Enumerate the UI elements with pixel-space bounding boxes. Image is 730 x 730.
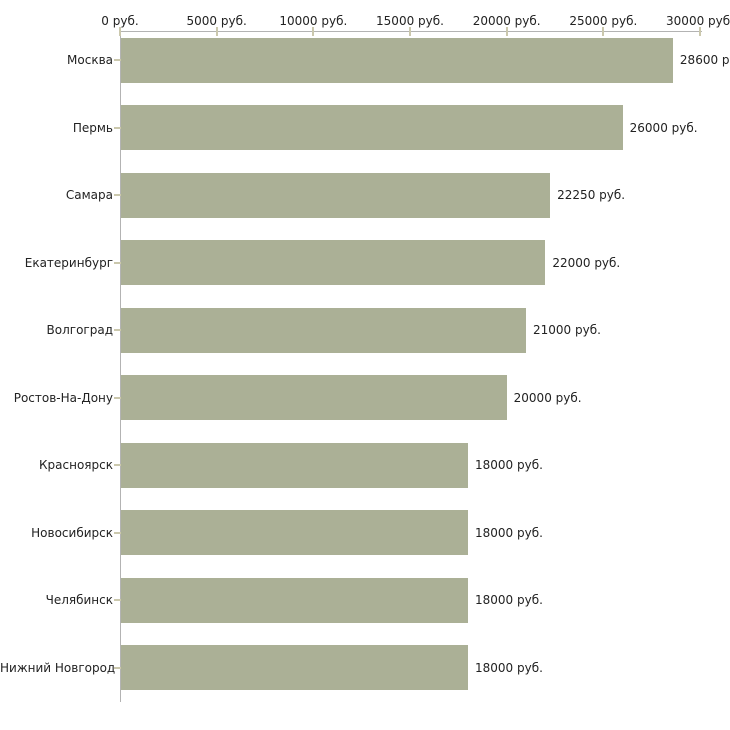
bar: [121, 645, 468, 690]
bar: [121, 577, 468, 623]
bar: [121, 105, 623, 150]
bar-value-label: 20000 руб.: [513, 390, 582, 405]
category-label: Новосибирск: [31, 525, 113, 540]
y-axis-tick-mark: [114, 194, 121, 196]
bar-value-label: 18000 руб.: [475, 525, 543, 540]
y-axis-tick-mark: [114, 599, 121, 601]
x-axis-tick-mark: [505, 27, 508, 36]
x-axis-tick-mark: [119, 27, 121, 36]
bar-value-label: 26000 руб.: [629, 120, 698, 135]
category-label: Волгоград: [46, 323, 113, 337]
category-label: Челябинск: [45, 593, 113, 607]
x-axis-tick-label: 20000 руб.: [472, 14, 541, 28]
bar-value-label: 28600 руб.: [679, 53, 730, 67]
bar-value-label: 22250 руб.: [557, 188, 626, 202]
y-axis-line: [120, 31, 121, 702]
x-axis-tick-label: 5000 руб.: [186, 14, 247, 28]
category-label: Москва: [67, 53, 113, 67]
x-axis-tick-label: 25000 руб.: [569, 14, 638, 28]
y-axis-tick-mark: [114, 464, 121, 466]
x-axis-tick-mark: [215, 27, 218, 36]
y-axis-tick-mark: [114, 126, 121, 129]
bar: [121, 510, 468, 555]
y-axis-tick-mark: [114, 396, 121, 399]
category-label: Пермь: [72, 120, 113, 135]
y-axis-tick-mark: [114, 666, 121, 669]
category-label: Красноярск: [39, 458, 113, 472]
category-label: Самара: [65, 188, 113, 202]
x-axis-line: [120, 31, 702, 32]
bar-value-label: 22000 руб.: [552, 255, 621, 270]
category-label: Екатеринбург: [24, 255, 113, 270]
bar: [121, 375, 507, 420]
x-axis-tick-mark: [699, 27, 701, 36]
category-label: Нижний Новгород: [0, 660, 116, 675]
x-axis-tick-mark: [602, 27, 605, 36]
bar: [121, 240, 546, 285]
y-axis-tick-mark: [114, 531, 121, 534]
bar: [121, 307, 526, 353]
x-axis-tick-label: 15000 руб.: [376, 14, 444, 28]
bar: [121, 172, 551, 218]
y-axis-tick-mark: [114, 329, 121, 331]
category-label: Ростов-На-Дону: [13, 390, 113, 405]
y-axis-tick-mark: [114, 261, 121, 264]
x-axis-tick-label: 30000 руб.: [666, 14, 730, 28]
x-axis-tick-mark: [409, 27, 411, 36]
y-axis-tick-mark: [114, 59, 121, 61]
bar: [121, 37, 673, 83]
x-axis-tick-label: 0 руб.: [101, 14, 139, 28]
x-axis-tick-mark: [312, 27, 315, 36]
bar: [121, 442, 468, 488]
bar-value-label: 18000 руб.: [475, 660, 543, 675]
bar-value-label: 21000 руб.: [533, 323, 601, 337]
x-axis-tick-label: 10000 руб.: [279, 14, 348, 28]
bar-value-label: 18000 руб.: [475, 458, 543, 472]
bar-value-label: 18000 руб.: [475, 593, 543, 607]
